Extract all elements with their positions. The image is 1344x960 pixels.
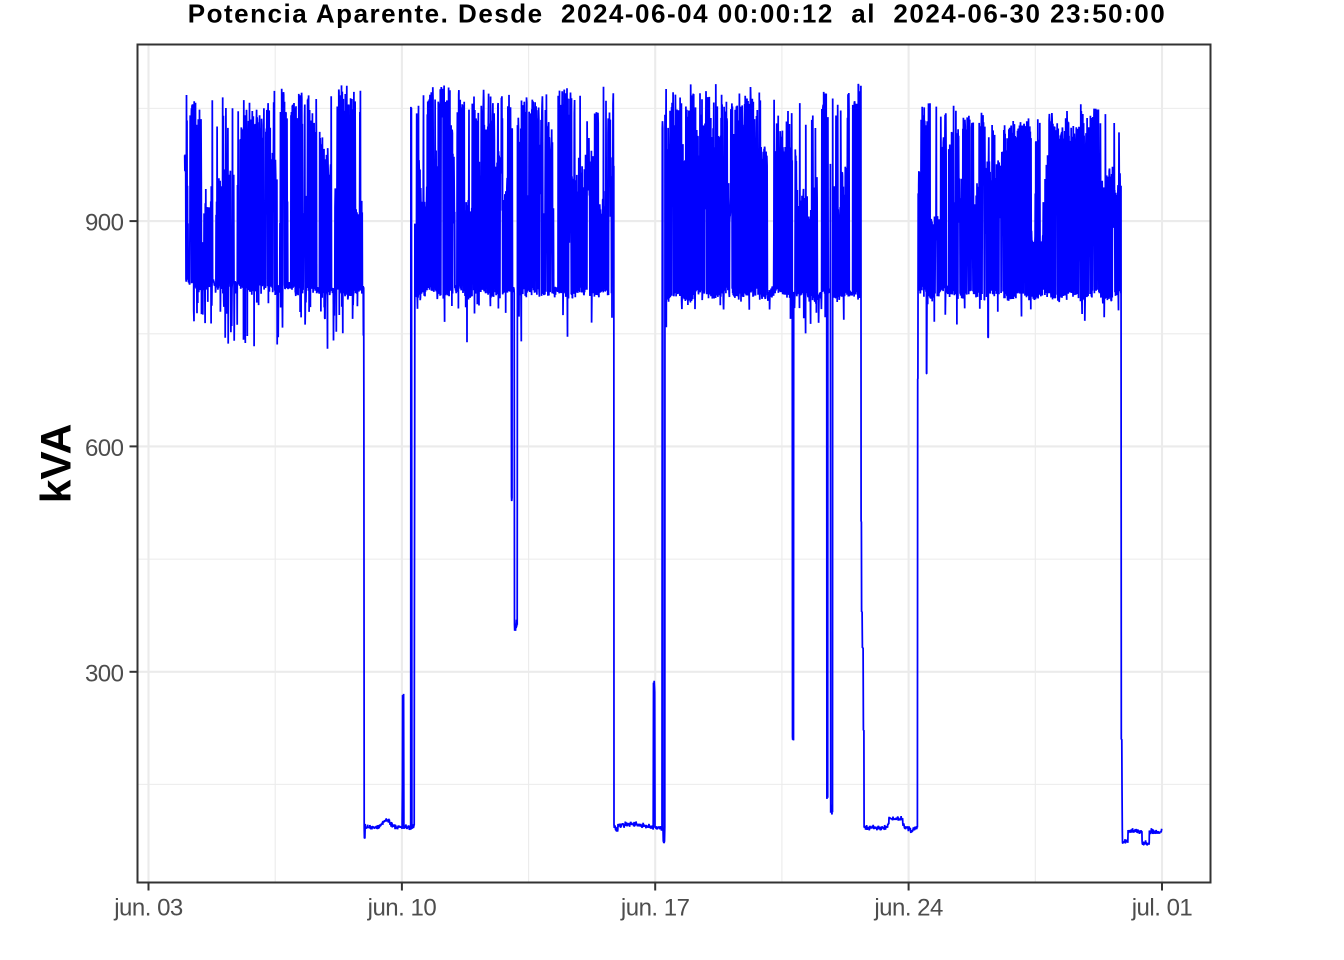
svg-text:900: 900: [85, 210, 124, 237]
svg-text:jun. 24: jun. 24: [873, 895, 943, 922]
svg-text:jun. 10: jun. 10: [367, 895, 437, 922]
svg-text:jul. 01: jul. 01: [1131, 895, 1193, 922]
svg-text:600: 600: [85, 435, 124, 462]
svg-text:kVA: kVA: [33, 424, 80, 504]
svg-text:jun. 03: jun. 03: [113, 895, 183, 922]
svg-text:300: 300: [85, 660, 124, 687]
svg-text:jun. 17: jun. 17: [620, 895, 690, 922]
svg-text:Potencia Aparente. Desde 2024: Potencia Aparente. Desde 2024-06-04 00:0…: [188, 0, 1166, 28]
